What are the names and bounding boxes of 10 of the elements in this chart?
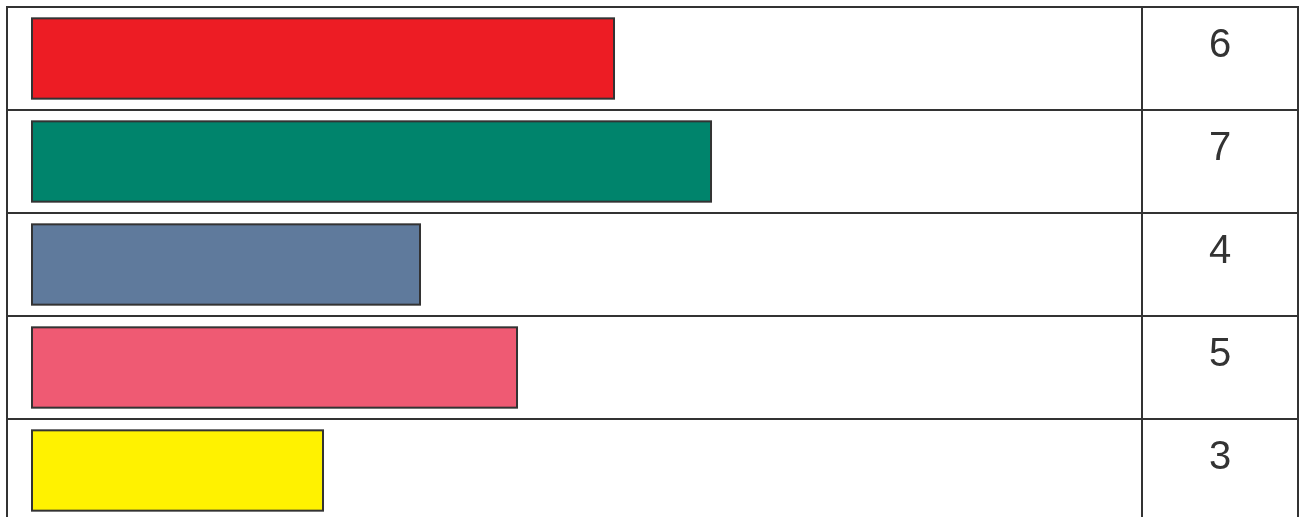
bar	[31, 223, 422, 306]
data-label: 5	[1208, 330, 1232, 374]
bar	[31, 429, 325, 512]
bar	[31, 17, 616, 100]
data-label: 6	[1208, 21, 1232, 65]
bar	[31, 120, 713, 203]
data-label: 7	[1208, 124, 1232, 168]
data-label: 4	[1208, 227, 1232, 271]
data-label: 3	[1208, 433, 1232, 477]
bar	[31, 326, 519, 409]
